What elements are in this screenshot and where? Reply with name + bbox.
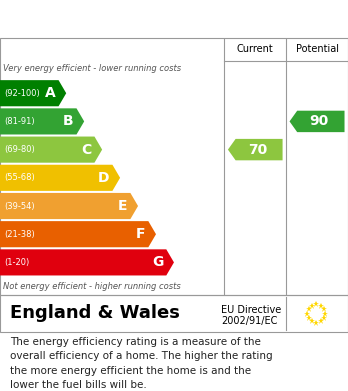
Text: Potential: Potential: [295, 44, 339, 54]
Text: (1-20): (1-20): [4, 258, 30, 267]
Text: E: E: [118, 199, 128, 213]
Text: 2002/91/EC: 2002/91/EC: [221, 316, 277, 326]
Polygon shape: [0, 249, 174, 276]
Text: (39-54): (39-54): [4, 201, 35, 210]
Text: G: G: [152, 255, 164, 269]
Polygon shape: [0, 193, 138, 219]
Polygon shape: [0, 80, 66, 106]
Polygon shape: [290, 111, 345, 132]
Polygon shape: [228, 139, 283, 160]
Text: D: D: [98, 171, 110, 185]
Text: A: A: [45, 86, 56, 100]
Text: (81-91): (81-91): [4, 117, 35, 126]
Text: England & Wales: England & Wales: [10, 305, 180, 323]
Text: (21-38): (21-38): [4, 230, 35, 239]
Text: 90: 90: [310, 115, 329, 128]
Text: Not energy efficient - higher running costs: Not energy efficient - higher running co…: [3, 282, 181, 291]
Text: C: C: [81, 143, 92, 157]
Polygon shape: [0, 136, 102, 163]
Text: Very energy efficient - lower running costs: Very energy efficient - lower running co…: [3, 65, 182, 74]
Text: (92-100): (92-100): [4, 89, 40, 98]
Text: EU Directive: EU Directive: [221, 305, 281, 315]
Text: 70: 70: [248, 143, 267, 157]
Text: (69-80): (69-80): [4, 145, 35, 154]
Text: Energy Efficiency Rating: Energy Efficiency Rating: [10, 10, 239, 28]
Text: F: F: [136, 227, 145, 241]
Polygon shape: [0, 221, 156, 247]
Polygon shape: [0, 165, 120, 191]
Text: The energy efficiency rating is a measure of the
overall efficiency of a home. T: The energy efficiency rating is a measur…: [10, 337, 273, 390]
Text: B: B: [63, 115, 74, 128]
Text: (55-68): (55-68): [4, 173, 35, 182]
Polygon shape: [0, 108, 84, 135]
Text: Current: Current: [237, 44, 274, 54]
